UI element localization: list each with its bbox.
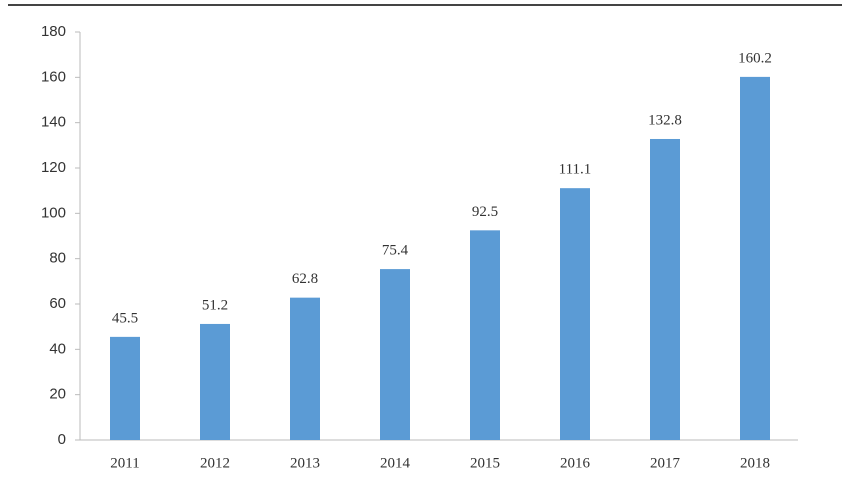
y-tick-label: 40 xyxy=(49,340,66,357)
y-tick-label: 80 xyxy=(49,250,66,267)
y-tick-label: 140 xyxy=(41,114,66,131)
x-tick-label: 2015 xyxy=(470,455,500,471)
x-tick-label: 2012 xyxy=(200,455,230,471)
bar xyxy=(290,297,320,440)
bar xyxy=(380,269,410,440)
data-label: 62.8 xyxy=(292,271,318,287)
data-label: 132.8 xyxy=(648,112,682,128)
data-label: 160.2 xyxy=(738,50,772,66)
x-tick-label: 2014 xyxy=(380,455,411,471)
bar xyxy=(740,76,770,440)
data-label: 111.1 xyxy=(559,162,592,178)
bar xyxy=(200,323,230,440)
bar xyxy=(650,138,680,440)
data-label: 45.5 xyxy=(112,310,138,326)
data-label: 92.5 xyxy=(472,204,498,220)
y-tick-label: 0 xyxy=(58,431,66,448)
data-label: 75.4 xyxy=(382,243,409,259)
y-tick-label: 180 xyxy=(41,23,66,40)
y-tick-label: 60 xyxy=(49,295,66,312)
y-tick-label: 160 xyxy=(41,68,66,85)
bar xyxy=(110,336,140,440)
x-tick-label: 2016 xyxy=(560,455,591,471)
data-label: 51.2 xyxy=(202,297,228,313)
y-tick-label: 100 xyxy=(41,204,66,221)
x-tick-label: 2013 xyxy=(290,455,320,471)
bar xyxy=(560,188,590,440)
x-tick-label: 2011 xyxy=(110,455,139,471)
x-tick-label: 2017 xyxy=(650,455,681,471)
x-tick-label: 2018 xyxy=(740,455,770,471)
y-tick-label: 120 xyxy=(41,159,66,176)
bar xyxy=(470,230,500,440)
y-tick-label: 20 xyxy=(49,386,66,403)
